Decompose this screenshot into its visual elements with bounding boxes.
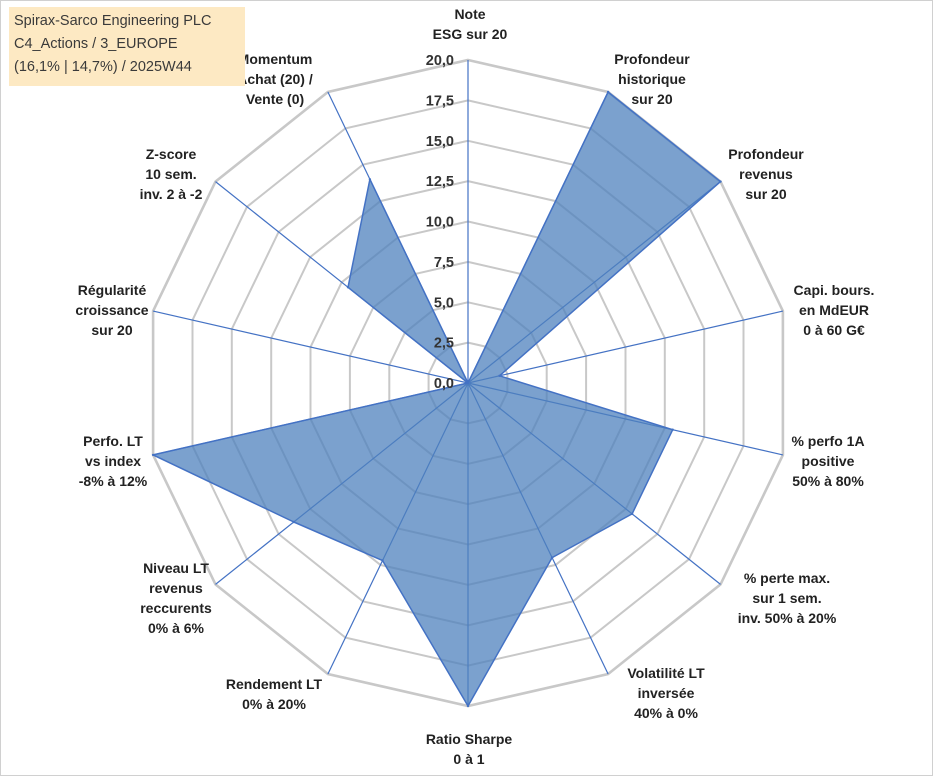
axis-label-line: Ratio Sharpe: [426, 731, 513, 747]
axis-label-line: Z-score: [146, 146, 197, 162]
axis-label: Momentum Achat (20) / Vente (0): [237, 51, 313, 107]
data-point: [381, 559, 384, 562]
data-point: [292, 520, 295, 524]
axis-label-line: 0 à 60 G€: [803, 322, 865, 338]
axis-label-line: 50% à 80%: [792, 473, 864, 489]
axis-label-line: Vente (0): [246, 91, 304, 107]
axis-label: Profondeur historique sur 20: [614, 51, 690, 107]
data-point: [671, 428, 674, 431]
axis-label-line: positive: [802, 453, 855, 469]
axis-label-line: Capi. bours.: [794, 282, 875, 298]
stats-and-week: (16,1% | 14,7%) / 2025W44: [14, 59, 192, 75]
axis-label-line: sur 20: [91, 322, 132, 338]
axis-label-line: sur 1 sem.: [752, 590, 821, 606]
axis-label-line: Note: [454, 6, 485, 22]
company-name: Spirax-Sarco Engineering PLC: [14, 13, 212, 29]
axis-spoke: [152, 310, 469, 384]
axis-label: Profondeur revenus sur 20: [728, 146, 804, 202]
axis-label-line: reccurents: [140, 600, 212, 616]
axis-label-line: en MdEUR: [799, 302, 869, 318]
tick-label: 20,0: [426, 53, 454, 69]
axis-label-line: inv. 50% à 20%: [738, 610, 837, 626]
data-point: [498, 374, 501, 377]
axis-labels: Note ESG sur 20 Profondeur historique sur 20…: [75, 6, 874, 767]
axis-label: Note ESG sur 20: [433, 6, 508, 42]
axis-label-line: sur 20: [745, 186, 786, 202]
data-point: [630, 512, 634, 516]
axis-label-line: Profondeur: [728, 146, 804, 162]
axis-label: Ratio Sharpe 0 à 1: [426, 731, 513, 767]
data-point: [368, 178, 372, 181]
axis-label: Niveau LT revenus reccurents 0% à 6%: [140, 560, 212, 636]
axis-label-line: historique: [618, 71, 686, 87]
tick-label: 0,0: [434, 376, 454, 392]
data-point: [151, 453, 155, 457]
axis-label-line: Volatilité LT: [627, 665, 705, 681]
axis-label-line: inv. 2 à -2: [140, 186, 203, 202]
axis-label-line: croissance: [75, 302, 148, 318]
radar-series: [151, 90, 722, 708]
axis-label-line: % perte max.: [744, 570, 830, 586]
axis-label-line: 10 sem.: [145, 166, 196, 182]
axis-label-line: Achat (20) /: [237, 71, 313, 87]
axis-label-line: 0% à 20%: [242, 696, 306, 712]
axis-label: % perte max. sur 1 sem. inv. 50% à 20%: [738, 570, 837, 626]
radial-tick-labels: 0,0 2,5 5,0 7,5 10,0 12,5 15,0 17,5 20,0: [426, 53, 454, 392]
axis-label: % perfo 1A positive 50% à 80%: [791, 433, 864, 489]
tick-label: 2,5: [434, 336, 454, 352]
data-point: [466, 704, 470, 708]
axis-label-line: Perfo. LT: [83, 433, 143, 449]
axis-label: Volatilité LT inversée 40% à 0%: [627, 665, 705, 721]
axis-label-line: inversée: [638, 685, 695, 701]
axis-label-line: 0 à 1: [453, 751, 484, 767]
axis-label-line: sur 20: [631, 91, 672, 107]
chart-title-box: Spirax-Sarco Engineering PLC C4_Actions …: [9, 7, 245, 86]
axis-label: Z-score 10 sem. inv. 2 à -2: [140, 146, 203, 202]
axis-label: Capi. bours. en MdEUR 0 à 60 G€: [794, 282, 875, 338]
axis-label-line: Régularité: [78, 282, 147, 298]
axis-label-line: vs index: [85, 453, 141, 469]
axis-label: Rendement LT 0% à 20%: [226, 676, 323, 712]
tick-label: 15,0: [426, 134, 454, 150]
axis-label: Régularité croissance sur 20: [75, 282, 148, 338]
tick-label: 5,0: [434, 295, 454, 311]
axis-label-line: revenus: [149, 580, 203, 596]
axis-label-line: Profondeur: [614, 51, 690, 67]
axis-label-line: revenus: [739, 166, 793, 182]
axis-label-line: Niveau LT: [143, 560, 209, 576]
axis-label-line: ESG sur 20: [433, 26, 508, 42]
data-point: [550, 556, 554, 559]
data-point: [606, 90, 610, 94]
axis-label-line: -8% à 12%: [79, 473, 148, 489]
data-point: [719, 180, 722, 183]
axis-label-line: % perfo 1A: [791, 433, 864, 449]
tick-label: 10,0: [426, 215, 454, 231]
axis-label-line: Rendement LT: [226, 676, 323, 692]
data-point: [346, 286, 350, 289]
data-point: [466, 381, 470, 385]
axis-label-line: 0% à 6%: [148, 620, 205, 636]
axis-label-line: 40% à 0%: [634, 705, 698, 721]
axis-spoke: [467, 310, 784, 384]
category-path: C4_Actions / 3_EUROPE: [14, 36, 178, 52]
axis-label: Perfo. LT vs index -8% à 12%: [79, 433, 148, 489]
tick-label: 17,5: [426, 93, 454, 109]
tick-label: 7,5: [434, 255, 454, 271]
tick-label: 12,5: [426, 174, 454, 190]
axis-label-line: Momentum: [238, 51, 313, 67]
